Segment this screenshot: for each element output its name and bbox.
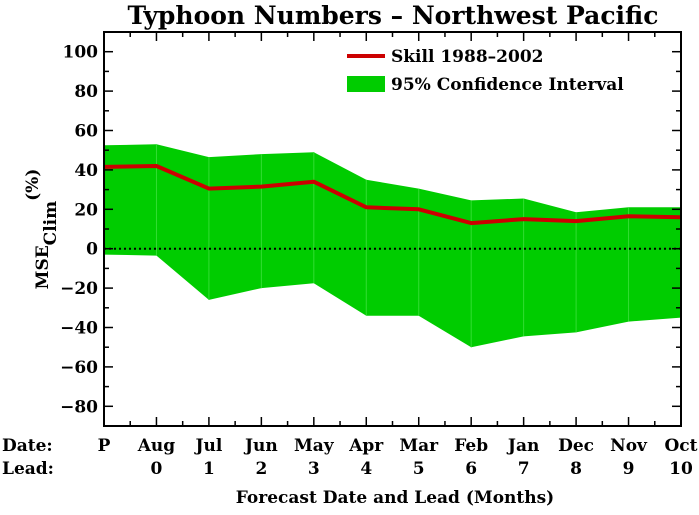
y-axis-label-sub: Clim	[41, 201, 61, 245]
y-tick-label: −80	[60, 397, 98, 417]
skill-point	[365, 206, 367, 208]
y-axis-label-main: MSE	[33, 245, 53, 289]
y-tick-label: 40	[74, 161, 98, 181]
x-tick-label-lead: 0	[151, 459, 163, 479]
x-tick-label-date: Jan	[506, 436, 539, 456]
plot-area	[103, 144, 682, 348]
y-tick-label: −20	[60, 279, 98, 299]
skill-line	[103, 164, 682, 226]
x-tick-label-lead: 6	[465, 459, 477, 479]
x-tick-label-date: May	[294, 436, 335, 456]
x-tick-label-date: Oct	[664, 436, 697, 456]
x-tick-label-date: Mar	[399, 436, 439, 456]
y-tick-label: 20	[74, 200, 98, 220]
legend: Skill 1988–2002 95% Confidence Interval	[347, 47, 624, 95]
x-axis-label: Forecast Date and Lead (Months)	[236, 488, 554, 508]
lead-row-label: Lead:	[2, 459, 54, 479]
x-tick-label-lead: 3	[308, 459, 320, 479]
x-tick-label-date: P	[98, 436, 111, 456]
y-axis-label-unit: (%)	[23, 169, 43, 201]
x-tick-label-lead: 10	[669, 459, 693, 479]
skill-point	[628, 215, 630, 217]
confidence-band	[104, 144, 681, 348]
chart-title: Typhoon Numbers – Northwest Pacific	[128, 1, 659, 30]
x-tick-label-lead: 2	[255, 459, 267, 479]
x-tick-label-date: Feb	[454, 436, 488, 456]
y-axis-label: MSEClim(%)	[23, 169, 61, 290]
y-tick-label: 80	[74, 82, 98, 102]
x-tick-label-date: Aug	[137, 436, 176, 456]
legend-label-ci: 95% Confidence Interval	[391, 75, 624, 95]
x-tick-label-lead: 5	[413, 459, 425, 479]
skill-point	[575, 220, 577, 222]
x-tick-label-lead: 9	[623, 459, 635, 479]
legend-band-swatch	[347, 76, 385, 92]
x-axis: P Aug 0 Jul 1 Jun 2 May 3 Apr 4 Mar 5 Feb 6 Jan 7 Dec 8 Nov…	[98, 32, 698, 479]
skill-point	[470, 222, 472, 224]
skill-point	[208, 188, 210, 190]
skill-point	[260, 186, 262, 188]
x-tick-label-lead: 1	[203, 459, 215, 479]
skill-point	[155, 165, 157, 167]
y-tick-label: −40	[60, 319, 98, 339]
y-tick-label: 100	[63, 43, 99, 63]
y-tick-label: 60	[74, 122, 98, 142]
skill-point	[418, 208, 420, 210]
x-tick-label-date: Dec	[558, 436, 594, 456]
x-tick-label-lead: 4	[360, 459, 372, 479]
x-tick-label-lead: 8	[570, 459, 582, 479]
y-axis: −80 −60 −40 −20 0 20 40 60 80 100	[60, 31, 681, 427]
svg-text:MSEClim(%): MSEClim(%)	[23, 169, 61, 290]
skill-point	[313, 181, 315, 183]
y-tick-label: −60	[60, 358, 98, 378]
x-tick-label-date: Nov	[610, 436, 648, 456]
legend-label-skill: Skill 1988–2002	[391, 47, 543, 67]
skill-point	[523, 218, 525, 220]
y-tick-label: 0	[86, 240, 98, 260]
x-tick-label-date: Jul	[193, 436, 222, 456]
x-tick-label-date: Apr	[348, 436, 384, 456]
date-row-label: Date:	[2, 436, 53, 456]
x-tick-label-lead: 7	[518, 459, 530, 479]
x-tick-label-date: Jun	[243, 436, 278, 456]
